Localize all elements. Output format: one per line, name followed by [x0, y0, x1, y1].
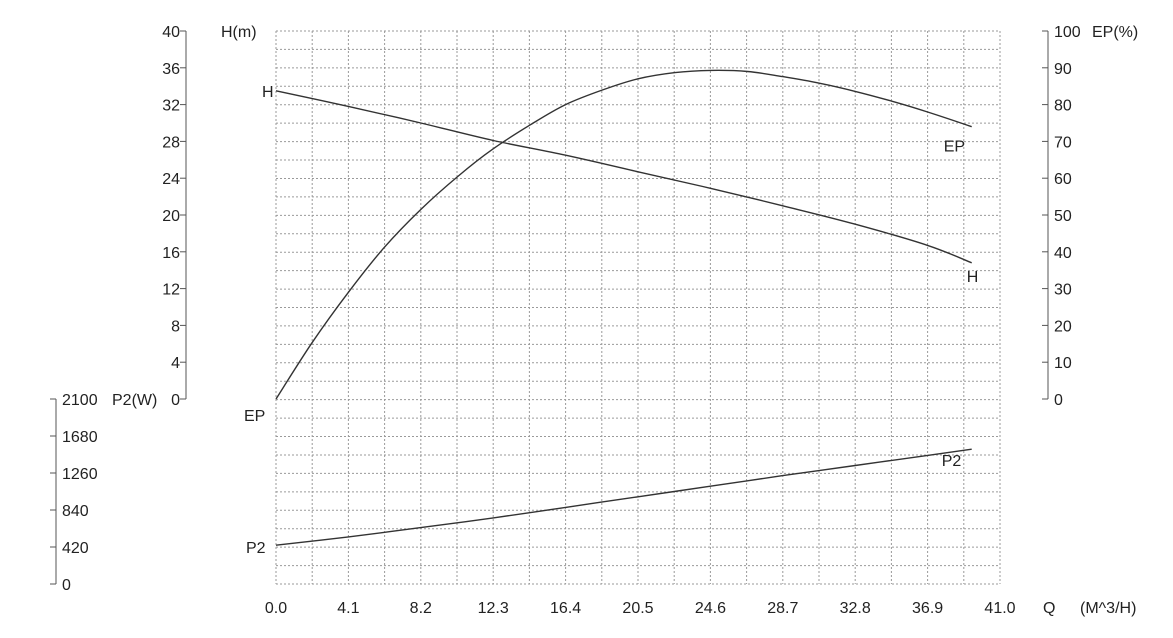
h-end-label: H — [967, 269, 979, 286]
p2-end-label: P2 — [942, 453, 962, 470]
efficiency-axis-tick-label: 70 — [1054, 134, 1072, 151]
efficiency-axis-tick-label: 20 — [1054, 318, 1072, 335]
efficiency-axis-title: EP(%) — [1092, 24, 1138, 41]
efficiency-axis-tick-label: 80 — [1054, 98, 1072, 115]
x-axis-tick-label: 32.8 — [840, 600, 871, 617]
p2-curve — [275, 448, 972, 546]
efficiency-axis-tick-label: 100 — [1054, 24, 1081, 41]
axes: H(m) EP(%) P2(W) Q (M^3/H) 0 4 8 12 16 20 24 28… — [50, 24, 1138, 617]
power-axis-tick-label: 0 — [62, 577, 71, 594]
efficiency-axis-tick-label: 10 — [1054, 355, 1072, 372]
head-axis-tick-label: 8 — [171, 318, 180, 335]
power-axis-tick-label: 1260 — [62, 466, 98, 483]
efficiency-axis-tick-label: 40 — [1054, 245, 1072, 262]
x-axis-unit: (M^3/H) — [1080, 600, 1136, 617]
power-axis-tick-label: 1680 — [62, 429, 98, 446]
head-axis-tick-label: 0 — [171, 392, 180, 409]
p2-start-label: P2 — [246, 540, 266, 557]
head-axis-tick-label: 40 — [162, 24, 180, 41]
x-axis-tick-label: 12.3 — [478, 600, 509, 617]
power-axis-tick-label: 420 — [62, 540, 89, 557]
power-axis-title: P2(W) — [112, 392, 157, 409]
x-axis-tick-label: 8.2 — [410, 600, 432, 617]
h-curve — [275, 90, 972, 264]
x-axis-tick-label: 16.4 — [550, 600, 581, 617]
x-axis-label: Q — [1043, 600, 1055, 617]
grid-lines — [275, 30, 1001, 585]
x-axis-tick-label: 41.0 — [984, 600, 1015, 617]
x-axis-tick-label: 4.1 — [337, 600, 359, 617]
head-axis-tick-label: 24 — [162, 171, 180, 188]
power-axis-tick-label: 2100 — [62, 392, 98, 409]
head-axis-tick-label: 28 — [162, 134, 180, 151]
ep-curve — [275, 69, 972, 400]
efficiency-axis-tick-label: 30 — [1054, 282, 1072, 299]
head-axis-tick-label: 36 — [162, 61, 180, 78]
efficiency-axis-tick-label: 60 — [1054, 171, 1072, 188]
x-axis-tick-label: 0.0 — [265, 600, 287, 617]
h-start-label: H — [262, 84, 274, 101]
series: H H EP EP P2 P2 — [244, 69, 979, 557]
x-axis-tick-label: 20.5 — [622, 600, 653, 617]
power-axis-tick-label: 840 — [62, 503, 89, 520]
efficiency-axis-tick-label: 0 — [1054, 392, 1063, 409]
efficiency-axis-tick-label: 90 — [1054, 61, 1072, 78]
head-axis-tick-label: 16 — [162, 245, 180, 262]
efficiency-axis-tick-label: 50 — [1054, 208, 1072, 225]
head-axis-tick-label: 32 — [162, 98, 180, 115]
head-axis-title: H(m) — [221, 24, 257, 41]
head-axis-tick-label: 12 — [162, 282, 180, 299]
x-axis-tick-label: 28.7 — [767, 600, 798, 617]
x-axis-tick-label: 24.6 — [695, 600, 726, 617]
ep-end-label: EP — [944, 139, 965, 156]
ep-start-label: EP — [244, 408, 265, 425]
head-axis-tick-label: 20 — [162, 208, 180, 225]
x-axis-tick-label: 36.9 — [912, 600, 943, 617]
head-axis-tick-label: 4 — [171, 355, 180, 372]
